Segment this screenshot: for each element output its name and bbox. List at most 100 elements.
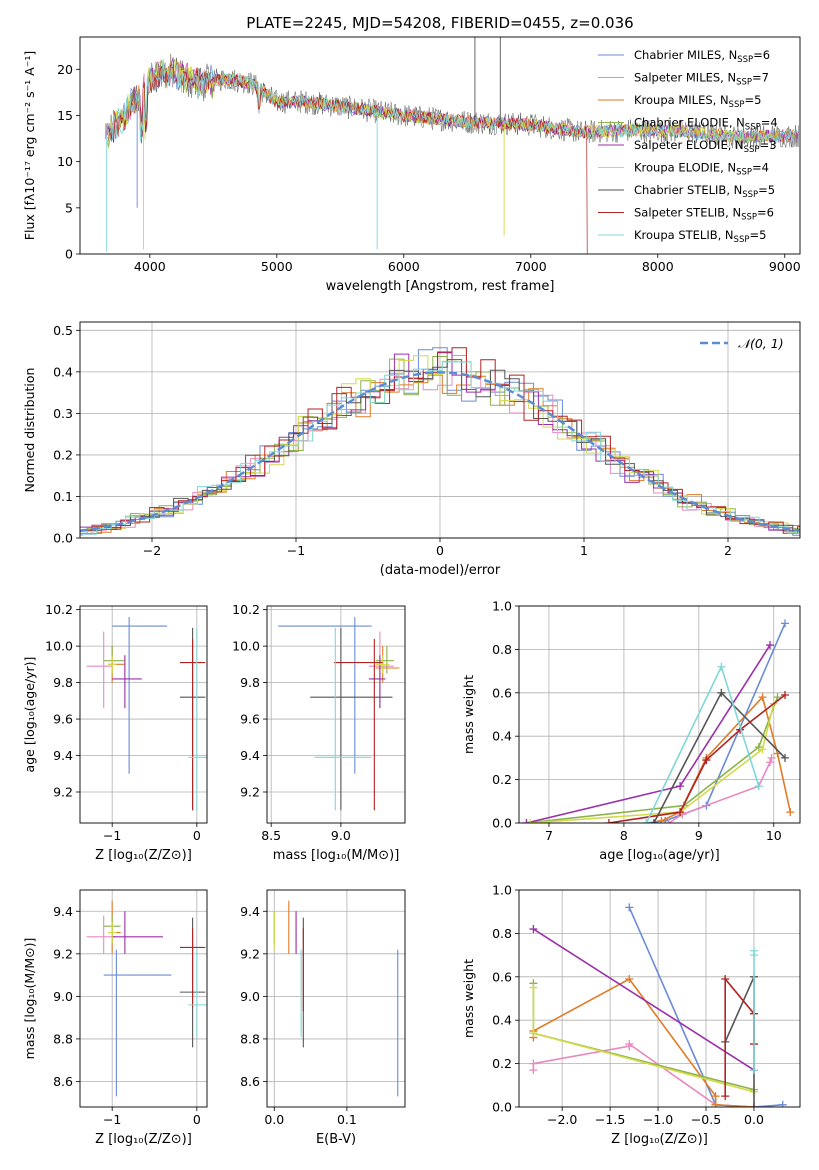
axes-frame — [79, 321, 801, 539]
weight-point-marker — [781, 753, 790, 762]
weight-point-marker — [767, 753, 776, 762]
weight-point-marker — [749, 1066, 758, 1075]
histogram-series — [80, 347, 800, 534]
residual-histogram-panel: −2 −1 0 1 2 0.0 0.1 0.2 0.3 0.4 0.5 (data-model)/er… — [22, 321, 801, 578]
y-tick-label: 20 — [57, 62, 73, 77]
weight-point-marker — [529, 983, 538, 992]
weight-point-marker — [766, 641, 775, 650]
weight-point-marker — [758, 693, 767, 702]
y-tick-label: 9.4 — [240, 748, 260, 763]
weight-series-line — [530, 703, 775, 823]
plot-area — [273, 900, 399, 1097]
axes-frame — [79, 889, 208, 1108]
legend-entry: Kroupa ELODIE, NSSP=4 — [634, 161, 769, 178]
weight-point-marker — [758, 745, 767, 754]
x-tick-label: 7000 — [515, 259, 547, 274]
weight-series-line — [526, 696, 779, 823]
y-tick-label: 8.8 — [53, 1031, 73, 1046]
weight-series-line — [532, 977, 755, 1107]
axes-frame — [518, 605, 801, 824]
x-tick-label: 8 — [620, 828, 628, 843]
plot-area — [529, 903, 787, 1107]
age-vs-metallicity-panel: −1 0 9.2 9.4 9.6 9.8 10.0 10.2 Z [log₁₀(Z/Z⊙)] ag… — [22, 602, 208, 863]
x-tick-label: −0.5 — [691, 1112, 721, 1127]
y-tick-label: 0.8 — [492, 926, 512, 941]
x-tick-label: −1 — [287, 543, 305, 558]
weight-series-line — [526, 644, 771, 823]
y-axis-label: age [log₁₀(age/yr)] — [22, 657, 37, 773]
y-tick-label: 15 — [57, 108, 73, 123]
legend-entry: Kroupa STELIB, NSSP=5 — [634, 228, 766, 245]
weight-point-marker — [766, 758, 775, 767]
weight-point-marker — [711, 1100, 720, 1107]
y-tick-label: 9.4 — [53, 748, 73, 763]
y-tick-label: 9.8 — [240, 675, 260, 690]
y-tick-label: 9.4 — [53, 904, 73, 919]
y-tick-label: 0.0 — [492, 816, 512, 831]
x-tick-label: 5000 — [261, 259, 293, 274]
y-tick-label: 0 — [65, 247, 73, 262]
y-tick-label: 1.0 — [492, 883, 512, 898]
weight-point-marker — [717, 662, 726, 671]
axes-frame — [266, 605, 406, 824]
y-tick-label: 9.2 — [240, 785, 260, 800]
legend-entry: Salpeter STELIB, NSSP=6 — [634, 206, 774, 223]
axes-frame — [266, 889, 406, 1108]
weight-point-marker — [529, 925, 538, 934]
axes-frame — [79, 36, 801, 255]
y-tick-label: 0.3 — [53, 406, 73, 421]
x-tick-label: 0.0 — [744, 1112, 764, 1127]
spectrum-series-line — [105, 53, 799, 149]
weight-point-marker — [749, 951, 758, 960]
spectrum-panel: 4000 5000 6000 7000 8000 9000 0 5 10 15 20 waveleng… — [22, 36, 801, 294]
weight-point-marker — [749, 1103, 758, 1107]
plot-area — [86, 900, 207, 1097]
y-tick-label: 1.0 — [492, 599, 512, 614]
x-axis-label: (data-model)/error — [380, 563, 501, 578]
x-tick-label: 8000 — [642, 259, 674, 274]
legend-entry: Chabrier ELODIE, NSSP=4 — [634, 116, 778, 133]
weight-point-marker — [781, 619, 790, 628]
y-tick-label: 10.0 — [45, 639, 73, 654]
y-tick-label: 0.6 — [492, 969, 512, 984]
age-vs-mass-panel: 8.5 9.0 9.2 9.4 9.6 9.8 10.0 10.2 mass [log₁₀(M/… — [232, 602, 406, 863]
y-tick-label: 0.2 — [492, 772, 512, 787]
y-tick-label: 9.2 — [240, 946, 260, 961]
x-tick-label: 7 — [545, 828, 553, 843]
x-tick-label: 9.0 — [331, 828, 351, 843]
y-tick-label: 9.6 — [53, 712, 73, 727]
x-axis-label: wavelength [Angstrom, rest frame] — [326, 279, 555, 294]
x-tick-label: 0 — [436, 543, 444, 558]
y-tick-label: 0.5 — [53, 323, 73, 338]
y-tick-label: 0.0 — [53, 531, 73, 546]
x-tick-label: 9000 — [769, 259, 801, 274]
y-tick-label: 8.6 — [53, 1074, 73, 1089]
weight-point-marker — [642, 819, 651, 823]
weight-point-marker — [625, 903, 634, 912]
y-tick-label: 9.8 — [53, 675, 73, 690]
y-tick-label: 10 — [57, 154, 73, 169]
legend-entry: Salpeter ELODIE, NSSP=3 — [634, 138, 777, 155]
weight-series-line — [724, 976, 755, 1097]
x-tick-label: −2.0 — [547, 1112, 577, 1127]
y-tick-label: 0.4 — [492, 729, 512, 744]
weight-point-marker — [786, 808, 795, 817]
weight-point-marker — [604, 819, 613, 823]
weight-point-marker — [625, 1040, 634, 1049]
plot-area — [278, 616, 400, 811]
y-tick-label: 9.4 — [240, 904, 260, 919]
legend-entry: Chabrier STELIB, NSSP=5 — [634, 183, 775, 200]
y-tick-label: 5 — [65, 200, 73, 215]
plot-area — [86, 616, 207, 811]
y-axis-label: Flux [fλ10⁻¹⁷ erg cm⁻² s⁻¹ A⁻¹] — [22, 51, 37, 240]
weight-point-marker — [702, 756, 711, 765]
weight-point-marker — [664, 819, 673, 823]
spectrum-series-line — [108, 65, 588, 254]
histogram-series — [80, 347, 800, 536]
y-tick-label: 0.6 — [492, 685, 512, 700]
x-tick-label: 2 — [724, 543, 732, 558]
plot-area — [80, 347, 800, 536]
y-axis-label: mass [log₁₀(M/M⊙)] — [22, 938, 37, 1060]
y-tick-label: 0.8 — [492, 642, 512, 657]
weight-point-marker — [721, 974, 730, 983]
